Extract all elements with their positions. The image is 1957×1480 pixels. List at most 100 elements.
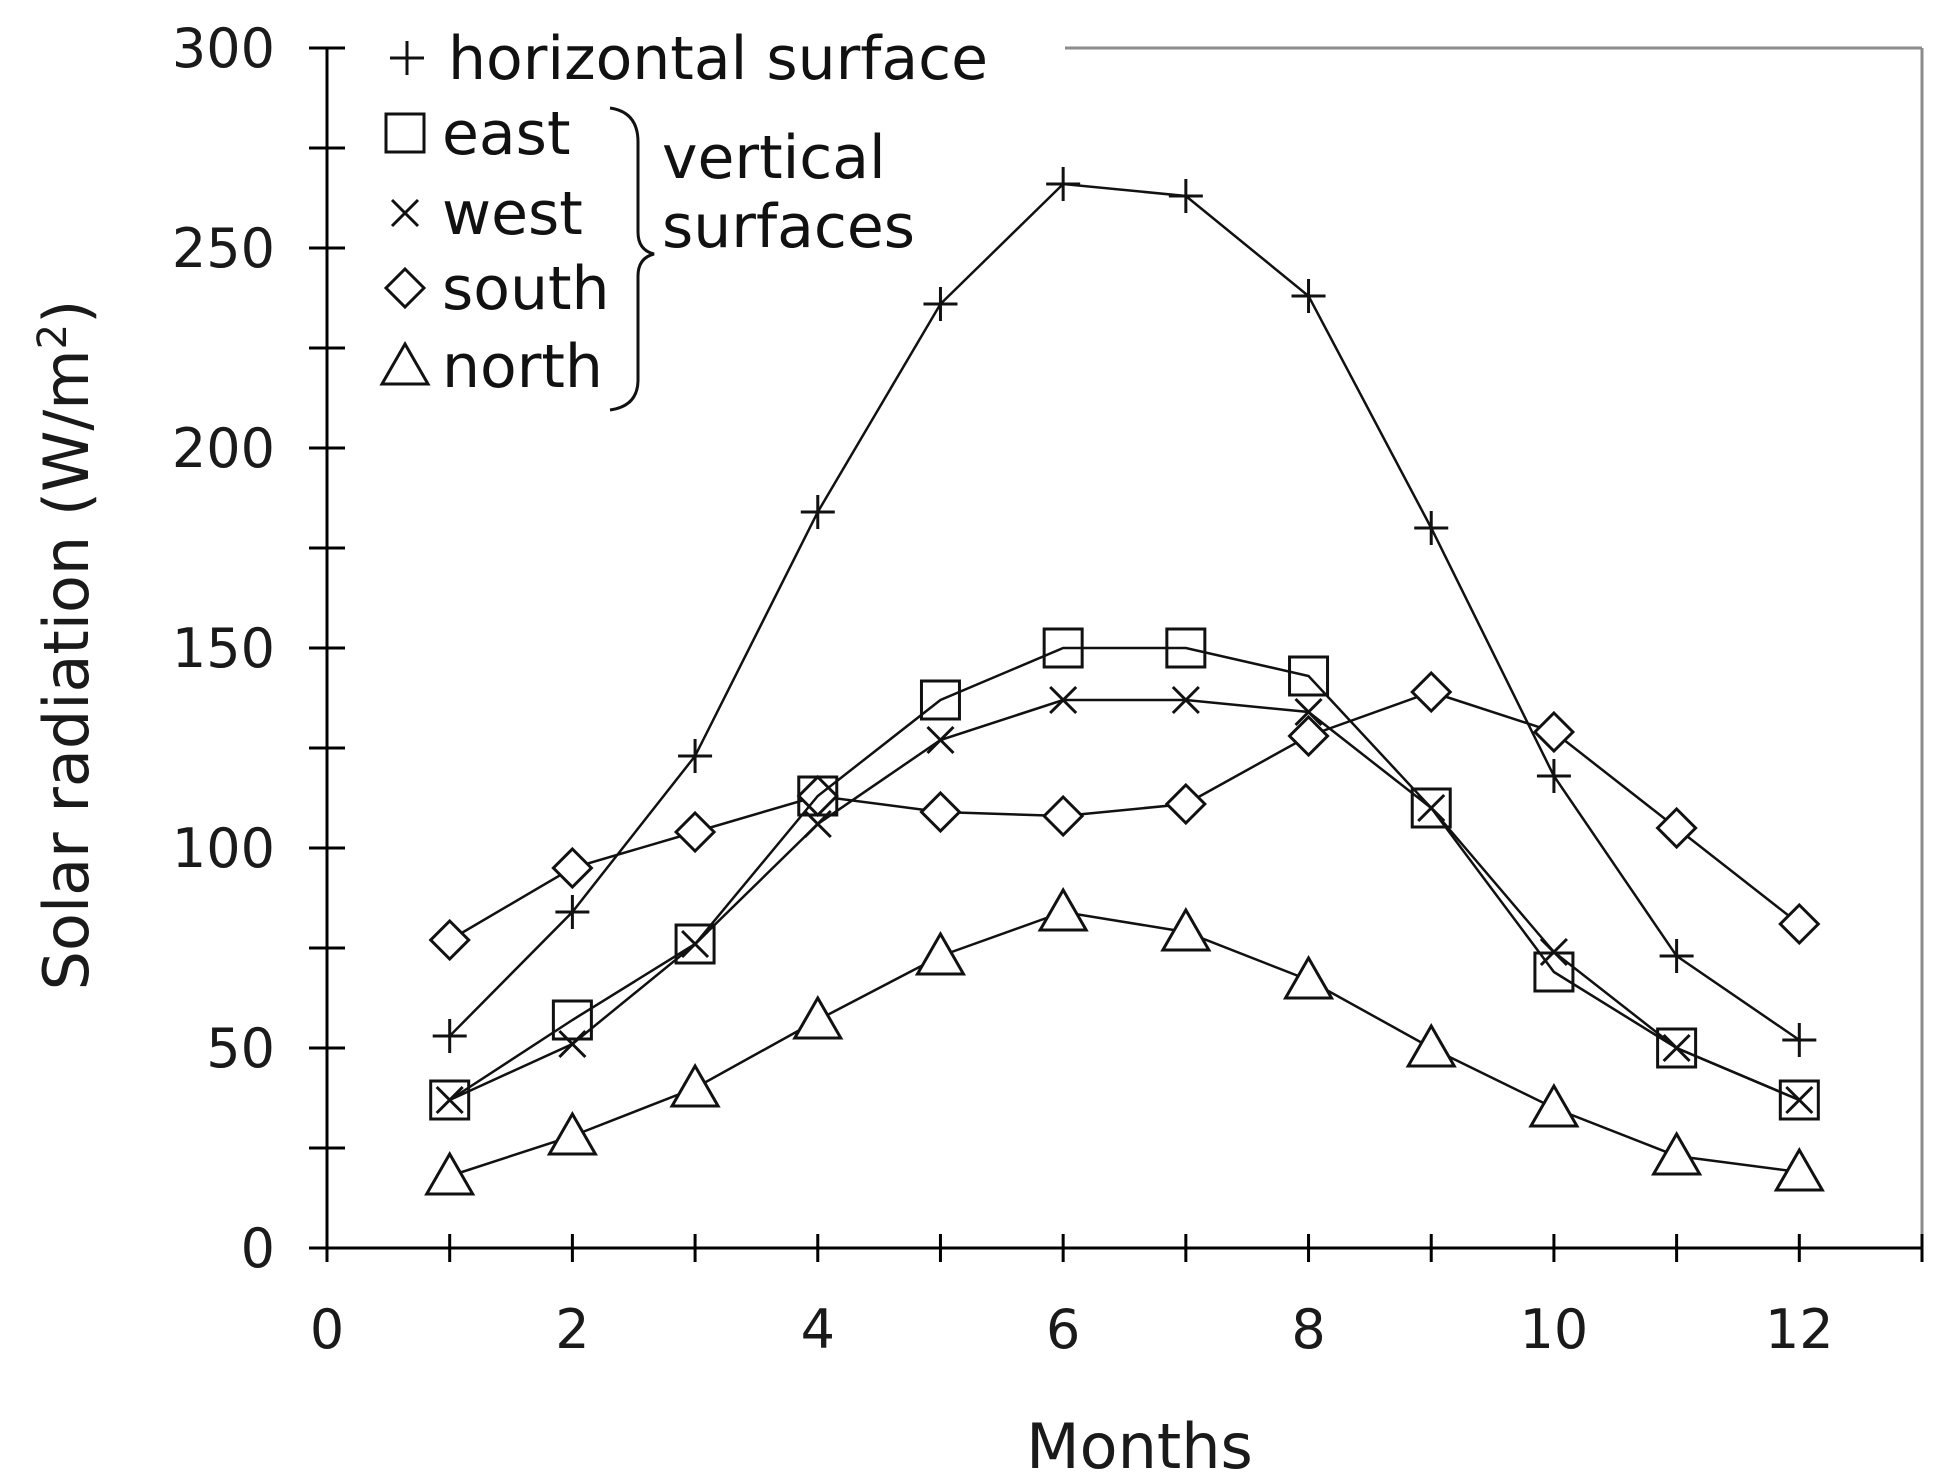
x-axis-title: Months	[1026, 1410, 1253, 1480]
x-stroke-2	[681, 929, 710, 959]
data-point	[797, 775, 839, 817]
data-point	[428, 918, 471, 962]
data-point	[681, 929, 710, 959]
data-point	[1288, 655, 1330, 697]
legend-group-label-line-2: surfaces	[662, 192, 915, 262]
data-point	[1773, 1146, 1825, 1192]
data-point	[1168, 179, 1203, 213]
y-tick-label: 200	[172, 417, 275, 480]
data-point	[1410, 670, 1453, 714]
data-point	[1165, 627, 1207, 669]
data-point	[1164, 782, 1207, 826]
y-axis-title-superscript: 2	[30, 324, 76, 349]
legend-label: south	[442, 254, 610, 324]
data-point	[1651, 1130, 1703, 1176]
data-point	[1528, 1082, 1580, 1128]
series-east	[429, 627, 1820, 1121]
x-stroke-2	[803, 809, 832, 839]
data-point	[1171, 685, 1200, 715]
y-tick-label: 0	[241, 1217, 275, 1280]
data-point	[1282, 954, 1335, 1000]
x-tick-label: 2	[555, 1298, 589, 1361]
x-stroke-2	[558, 1029, 587, 1059]
legend-group-label-line-1: vertical	[662, 123, 886, 193]
legend-item-north: north	[379, 332, 603, 402]
data-point	[1037, 886, 1089, 932]
data-point	[919, 679, 961, 721]
data-point	[1160, 906, 1212, 952]
data-point	[1778, 902, 1821, 946]
data-point	[673, 810, 717, 854]
legend-marker	[384, 112, 426, 154]
data-point	[1656, 1027, 1698, 1069]
data-point	[546, 1110, 598, 1156]
data-point	[1291, 279, 1326, 313]
data-point	[1046, 167, 1081, 201]
legend-item-south: south	[383, 254, 610, 324]
series-layer	[424, 167, 1825, 1196]
x-stroke-2	[1539, 937, 1568, 967]
series-line	[449, 698, 1800, 1102]
data-point	[1287, 714, 1330, 758]
data-point	[1662, 1033, 1691, 1063]
data-point	[1294, 697, 1323, 727]
legend-marker	[383, 266, 427, 310]
x-tick-label: 10	[1520, 1298, 1589, 1361]
data-point	[1405, 1022, 1457, 1068]
data-point	[1785, 1085, 1814, 1115]
data-point	[800, 495, 835, 529]
x-stroke-2	[435, 1085, 464, 1115]
data-point	[803, 809, 832, 839]
data-point	[669, 1062, 721, 1108]
legend-brace	[609, 106, 655, 412]
data-point	[435, 1085, 464, 1115]
data-point	[923, 287, 958, 321]
data-point	[558, 1029, 587, 1059]
x-stroke-2	[1294, 697, 1323, 727]
legend-label: east	[442, 99, 570, 169]
y-axis-title-close: )	[30, 300, 103, 324]
x-stroke-2	[1785, 1085, 1814, 1115]
series-line	[449, 646, 1800, 1102]
x-tick-label: 8	[1291, 1298, 1325, 1361]
data-point	[432, 1019, 467, 1053]
data-point	[792, 994, 844, 1040]
x-tick-label: 0	[310, 1298, 344, 1361]
data-point	[674, 923, 716, 965]
data-point	[1414, 511, 1449, 545]
x-tick-label: 12	[1765, 1298, 1834, 1361]
legend-label: west	[442, 179, 583, 249]
data-point	[551, 846, 594, 890]
data-point	[1539, 937, 1568, 967]
series-south	[428, 670, 1821, 962]
series-line	[448, 182, 1801, 1042]
legend-marker	[379, 340, 431, 386]
legend-item-east: east	[384, 99, 570, 169]
data-point	[1532, 710, 1576, 754]
x-stroke-2	[1417, 793, 1446, 823]
series-line	[449, 910, 1800, 1178]
y-tick-label: 250	[172, 217, 275, 280]
legend-marker	[390, 198, 420, 228]
legend-item-horizontal-surface: horizontal surface	[390, 24, 988, 94]
legend-label: north	[442, 332, 603, 402]
x-tick-label: 6	[1046, 1298, 1080, 1361]
y-axis-title: Solar radiation (W/m2)	[30, 300, 103, 991]
y-tick-label: 100	[172, 817, 275, 880]
axes: 0 50 100 150 200 250 300 0 2 4 6 8 10 12	[172, 17, 1924, 1361]
y-tick-label: 300	[172, 17, 275, 80]
data-point	[1042, 794, 1085, 838]
data-point	[1655, 806, 1698, 850]
x-stroke-2	[1171, 685, 1200, 715]
series-north	[424, 886, 1825, 1196]
data-point	[429, 1079, 471, 1121]
y-axis-title-main: Solar radiation (W/m	[30, 349, 103, 990]
y-tick-label: 50	[206, 1017, 275, 1080]
data-point	[1782, 1023, 1817, 1057]
data-point	[1536, 759, 1571, 793]
legend-label: horizontal surface	[448, 24, 988, 94]
data-point	[1659, 939, 1694, 973]
data-point	[1778, 1079, 1820, 1121]
data-point	[678, 739, 713, 773]
